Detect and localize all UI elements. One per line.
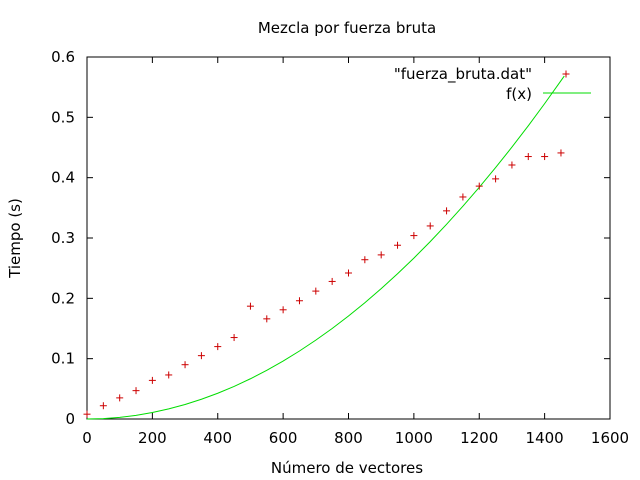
x-tick-label: 1400 — [526, 429, 564, 447]
function-line-series — [86, 75, 565, 420]
x-tick-label: 200 — [138, 429, 167, 447]
data-point — [524, 153, 532, 161]
legend: "fuerza_bruta.dat" f(x) — [394, 65, 591, 103]
data-point — [230, 334, 238, 342]
data-point — [328, 277, 336, 285]
y-axis-ticks: 0 0.1 0.2 0.3 0.4 0.5 0.6 — [51, 48, 610, 428]
data-point — [148, 376, 156, 384]
y-tick-label: 0.1 — [51, 350, 75, 368]
data-point — [377, 251, 385, 259]
data-point — [508, 161, 516, 169]
data-point — [492, 175, 500, 183]
data-point — [181, 361, 189, 369]
legend-marker-data — [562, 70, 570, 78]
x-tick-label: 600 — [269, 429, 298, 447]
y-tick-label: 0.2 — [51, 289, 75, 307]
data-point — [475, 182, 483, 190]
data-point — [426, 222, 434, 230]
y-axis-label: Tiempo (s) — [6, 198, 24, 279]
data-point — [214, 343, 222, 351]
data-point — [165, 371, 173, 379]
data-point — [459, 193, 467, 201]
y-tick-label: 0.5 — [51, 108, 75, 126]
y-tick-label: 0 — [65, 410, 75, 428]
x-tick-label: 1600 — [591, 429, 629, 447]
data-point — [295, 297, 303, 305]
data-point-series — [83, 149, 565, 418]
data-point — [83, 410, 91, 418]
function-line — [86, 75, 565, 420]
data-point — [361, 256, 369, 264]
x-tick-label: 400 — [203, 429, 232, 447]
x-axis-label: Número de vectores — [271, 459, 423, 477]
data-point — [246, 302, 254, 310]
data-point — [197, 352, 205, 360]
data-point — [345, 269, 352, 277]
chart-title: Mezcla por fuerza bruta — [258, 19, 436, 37]
data-point — [541, 153, 549, 161]
data-point — [557, 149, 565, 157]
x-tick-label: 800 — [334, 429, 363, 447]
data-point — [116, 394, 124, 402]
data-point — [132, 387, 140, 395]
x-tick-label: 1200 — [460, 429, 498, 447]
y-tick-label: 0.4 — [51, 169, 75, 187]
data-point — [443, 207, 451, 215]
data-point — [263, 315, 271, 323]
data-point — [99, 402, 107, 410]
data-point — [410, 232, 418, 240]
x-tick-label: 1000 — [395, 429, 433, 447]
y-tick-label: 0.3 — [51, 229, 75, 247]
data-point — [312, 287, 320, 295]
y-tick-label: 0.6 — [51, 48, 75, 66]
x-tick-label: 0 — [82, 429, 92, 447]
data-point — [279, 306, 287, 314]
legend-label-function: f(x) — [506, 85, 532, 103]
data-point — [394, 241, 402, 249]
x-axis-ticks: 0 200 400 600 800 1000 1200 1400 1600 — [82, 57, 629, 447]
legend-label-data: "fuerza_bruta.dat" — [394, 65, 532, 84]
plot-frame — [86, 56, 611, 420]
